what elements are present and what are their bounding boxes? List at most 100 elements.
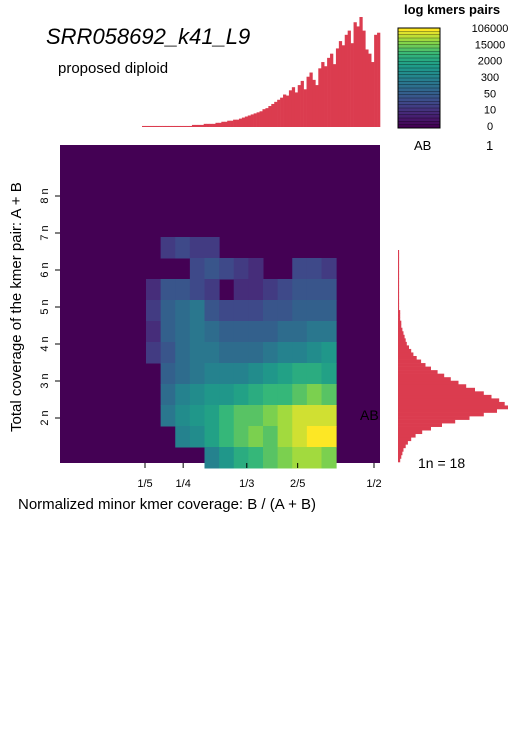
top-histogram-bar <box>362 30 366 127</box>
heatmap-cell <box>204 363 220 385</box>
heatmap-cell <box>175 321 191 343</box>
heatmap-cell <box>306 384 322 406</box>
heatmap-cell <box>204 279 220 301</box>
legend-swatch <box>397 67 441 72</box>
heatmap-cell <box>292 279 308 301</box>
right-histogram-bar <box>398 387 475 392</box>
chart-canvas: 1/5 1/4 1/3 2/5 1/2 2 n3 n4 n5 n6 n7 n8 n 10… <box>39 17 508 490</box>
right-histogram-bar <box>398 377 451 382</box>
right-histogram-bar <box>398 366 431 371</box>
heatmap-cell <box>146 300 162 322</box>
right-histogram-bar <box>398 384 467 389</box>
heatmap-cell <box>219 321 235 343</box>
top-histogram-bar <box>250 114 254 127</box>
top-histogram-bar <box>315 85 319 127</box>
x-tick-label: 1/5 <box>137 478 152 490</box>
top-histogram-bar <box>265 108 269 127</box>
color-legend: 106000 15000 2000 300 50 10 0 <box>397 23 508 133</box>
heatmap-cell <box>277 279 293 301</box>
heatmap-cell <box>175 363 191 385</box>
legend-swatch <box>397 121 441 126</box>
right-histogram <box>398 250 508 463</box>
top-histogram-bar <box>147 125 152 127</box>
right-histogram-bar <box>398 324 402 329</box>
top-histogram-bar <box>215 122 219 127</box>
heatmap-cell <box>292 321 308 343</box>
heatmap-cell <box>175 384 191 406</box>
top-histogram-bar <box>191 124 196 127</box>
heatmap-cell <box>233 447 249 469</box>
smudge-annotation: AB <box>360 407 379 423</box>
top-histogram-bar <box>218 122 222 127</box>
heatmap-cell <box>189 405 205 427</box>
heatmap-cell <box>292 405 308 427</box>
right-histogram-bar <box>398 264 400 268</box>
heatmap-cell <box>292 258 308 280</box>
heatmap-cell <box>248 363 264 385</box>
heatmap-cell <box>321 426 337 448</box>
heatmap-cell <box>189 237 205 259</box>
heatmap-cell <box>248 258 264 280</box>
right-histogram-bar <box>398 430 423 435</box>
right-histogram-bar <box>398 341 407 346</box>
top-histogram-bar <box>189 125 193 127</box>
right-histogram-bar <box>398 306 400 311</box>
right-histogram-bar <box>398 423 442 427</box>
top-histogram-bar <box>247 115 252 127</box>
top-histogram-bar <box>283 94 287 127</box>
heatmap-cell <box>189 279 205 301</box>
heatmap-cell <box>233 300 249 322</box>
heatmap-cell <box>233 363 249 385</box>
heatmap-cell <box>263 405 279 427</box>
heatmap-cell <box>263 384 279 406</box>
right-histogram-bar <box>398 409 497 413</box>
right-histogram-bar <box>398 412 484 417</box>
legend-swatch <box>397 107 441 112</box>
heatmap-cell <box>175 237 191 259</box>
right-histogram-bar <box>398 444 406 449</box>
chart-title: SRR058692_k41_L9 <box>46 24 251 49</box>
heatmap-cell <box>219 426 235 448</box>
heatmap-cell <box>248 279 264 301</box>
top-histogram-bar <box>168 125 172 127</box>
top-histogram-bar <box>200 124 205 127</box>
annotations: AB <box>360 407 379 423</box>
top-histogram-bar <box>291 87 296 127</box>
right-histogram-bar <box>398 292 400 297</box>
right-histogram-bar <box>398 274 400 279</box>
heatmap-cell <box>204 342 220 364</box>
heatmap-cell <box>160 405 176 427</box>
top-histogram-bar <box>241 117 246 127</box>
heatmap-cell <box>292 342 308 364</box>
heatmap-cell <box>233 384 249 406</box>
heatmap-cell <box>189 321 205 343</box>
top-histogram-bar <box>294 92 299 127</box>
top-histogram-bar <box>268 106 272 127</box>
right-histogram-bar <box>398 433 416 438</box>
top-histogram-bar <box>371 62 375 127</box>
heatmap-cell <box>160 300 176 322</box>
right-histogram-bar <box>398 363 426 367</box>
top-histogram-bar <box>203 123 207 127</box>
right-histogram-bar <box>398 394 492 399</box>
top-histogram-bar <box>306 76 310 127</box>
heatmap-cell <box>263 279 279 301</box>
coverage-label: 1n = 18 <box>418 455 466 471</box>
right-histogram-bar <box>398 426 431 431</box>
top-histogram-bar <box>344 34 348 127</box>
top-histogram-bar <box>274 101 278 127</box>
heatmap-cell <box>175 405 191 427</box>
x-tick-label: 1/2 <box>366 478 381 490</box>
top-histogram-bar <box>318 68 322 127</box>
heatmap-cell <box>219 258 235 280</box>
heatmap-cell <box>233 426 249 448</box>
heatmap-cell <box>248 426 264 448</box>
top-histogram-bar <box>365 49 369 127</box>
y-tick-label: 3 n <box>39 373 51 388</box>
top-histogram-bar <box>356 26 360 127</box>
top-histogram-bar <box>374 34 378 127</box>
top-histogram-bar <box>368 53 372 127</box>
heatmap-cell <box>175 300 191 322</box>
top-histogram-bar <box>236 119 240 127</box>
top-histogram-bar <box>212 123 216 127</box>
